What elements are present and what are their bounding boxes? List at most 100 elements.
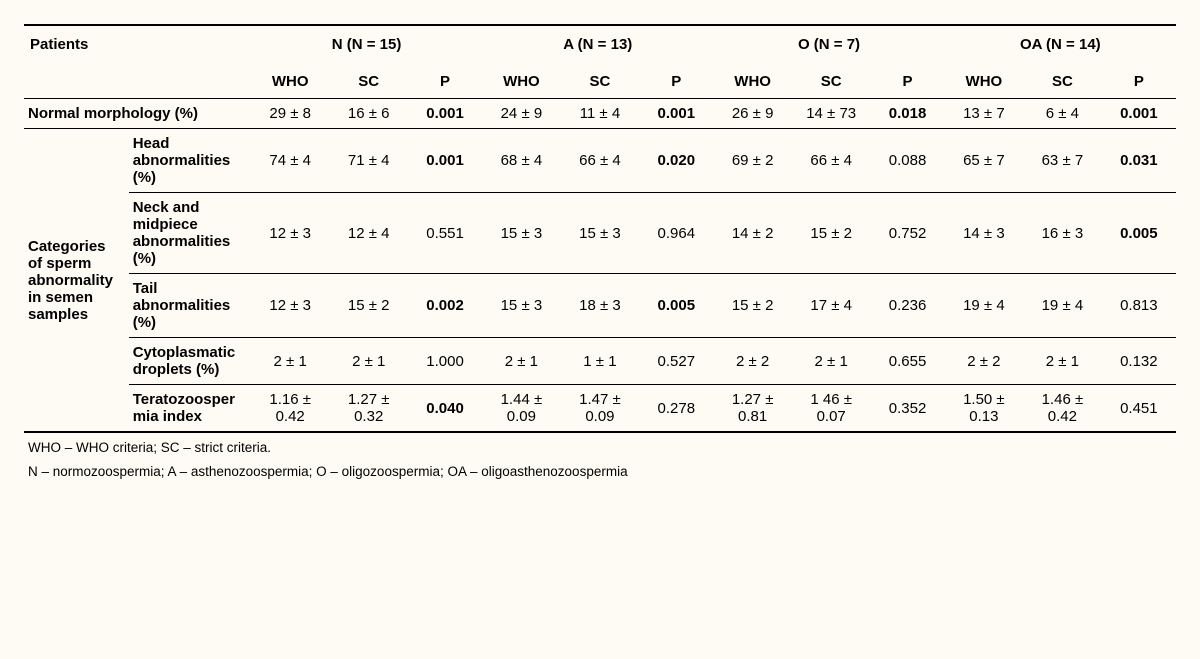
- cell: 0.752: [870, 193, 944, 274]
- cell: 0.132: [1102, 338, 1176, 385]
- cell: 19 ± 4: [1023, 274, 1102, 338]
- cell: 15 ± 3: [482, 193, 561, 274]
- col-OA-sc: SC: [1023, 67, 1102, 99]
- cell: 66 ± 4: [792, 129, 871, 193]
- cell: 0.527: [639, 338, 713, 385]
- cell: 0.020: [639, 129, 713, 193]
- cell: 16 ± 6: [329, 99, 408, 129]
- cell: 18 ± 3: [561, 274, 640, 338]
- cell: 74 ± 4: [251, 129, 330, 193]
- table-container: Patients N (N = 15) A (N = 13) O (N = 7)…: [24, 24, 1176, 481]
- cell: 65 ± 7: [945, 129, 1024, 193]
- cell: 19 ± 4: [945, 274, 1024, 338]
- col-O-who: WHO: [713, 67, 792, 99]
- cell: 12 ± 4: [329, 193, 408, 274]
- cell: 0.551: [408, 193, 482, 274]
- row-cyto-label: Cytoplasmatic droplets (%): [129, 338, 251, 385]
- cell: 13 ± 7: [945, 99, 1024, 129]
- group-O: O (N = 7): [713, 25, 944, 67]
- cell: 15 ± 2: [713, 274, 792, 338]
- cell: 6 ± 4: [1023, 99, 1102, 129]
- cell: 14 ± 2: [713, 193, 792, 274]
- row-terato-label: Teratozoospermia index: [129, 385, 251, 433]
- cell: 15 ± 3: [482, 274, 561, 338]
- footnote-2: N – normozoospermia; A – asthenozoosperm…: [24, 457, 1176, 481]
- cell: 15 ± 3: [561, 193, 640, 274]
- cell: 11 ± 4: [561, 99, 640, 129]
- row-normal-label: Normal morphology (%): [24, 99, 251, 129]
- cell: 1.46 ± 0.42: [1023, 385, 1102, 433]
- group-A: A (N = 13): [482, 25, 713, 67]
- cell: 12 ± 3: [251, 274, 330, 338]
- row-terato: Teratozoospermia index 1.16 ± 0.42 1.27 …: [24, 385, 1176, 433]
- cell: 1.44 ± 0.09: [482, 385, 561, 433]
- cell: 15 ± 2: [792, 193, 871, 274]
- cell: 29 ± 8: [251, 99, 330, 129]
- cell: 17 ± 4: [792, 274, 871, 338]
- row-head-label: Head abnormalities (%): [129, 129, 251, 193]
- cell: 0.018: [870, 99, 944, 129]
- col-A-who: WHO: [482, 67, 561, 99]
- group-OA: OA (N = 14): [945, 25, 1176, 67]
- cell: 1.27 ± 0.81: [713, 385, 792, 433]
- cell: 24 ± 9: [482, 99, 561, 129]
- cell: 2 ± 2: [713, 338, 792, 385]
- cell: 0.001: [1102, 99, 1176, 129]
- cell: 0.236: [870, 274, 944, 338]
- cell: 1.000: [408, 338, 482, 385]
- cell: 0.001: [408, 129, 482, 193]
- cell: 0.005: [1102, 193, 1176, 274]
- cell: 71 ± 4: [329, 129, 408, 193]
- cell: 16 ± 3: [1023, 193, 1102, 274]
- cell: 0.655: [870, 338, 944, 385]
- cell: 0.031: [1102, 129, 1176, 193]
- header-row-groups: Patients N (N = 15) A (N = 13) O (N = 7)…: [24, 25, 1176, 67]
- cell: 14 ± 73: [792, 99, 871, 129]
- cell: 0.001: [408, 99, 482, 129]
- cell: 14 ± 3: [945, 193, 1024, 274]
- row-cyto: Cytoplasmatic droplets (%) 2 ± 1 2 ± 1 1…: [24, 338, 1176, 385]
- cell: 0.088: [870, 129, 944, 193]
- row-neck: Neck and midpiece abnormalities (%) 12 ±…: [24, 193, 1176, 274]
- cell: 2 ± 1: [251, 338, 330, 385]
- cell: 0.813: [1102, 274, 1176, 338]
- cell: 2 ± 1: [329, 338, 408, 385]
- data-table: Patients N (N = 15) A (N = 13) O (N = 7)…: [24, 24, 1176, 433]
- cell: 1.16 ± 0.42: [251, 385, 330, 433]
- row-tail-label: Tail abnormalities (%): [129, 274, 251, 338]
- cell: 68 ± 4: [482, 129, 561, 193]
- cell: 0.005: [639, 274, 713, 338]
- header-row-sub: WHO SC P WHO SC P WHO SC P WHO SC P: [24, 67, 1176, 99]
- cell: 0.002: [408, 274, 482, 338]
- row-neck-label: Neck and midpiece abnormalities (%): [129, 193, 251, 274]
- col-O-sc: SC: [792, 67, 871, 99]
- group-N: N (N = 15): [251, 25, 482, 67]
- col-OA-who: WHO: [945, 67, 1024, 99]
- cell: 0.964: [639, 193, 713, 274]
- col-N-p: P: [408, 67, 482, 99]
- cell: 0.278: [639, 385, 713, 433]
- cell: 1.47 ± 0.09: [561, 385, 640, 433]
- cell: 2 ± 2: [945, 338, 1024, 385]
- col-A-sc: SC: [561, 67, 640, 99]
- col-A-p: P: [639, 67, 713, 99]
- row-head: Categories of sperm abnormality in semen…: [24, 129, 1176, 193]
- cell: 1.50 ± 0.13: [945, 385, 1024, 433]
- cell: 0.352: [870, 385, 944, 433]
- cell: 0.040: [408, 385, 482, 433]
- patients-heading: Patients: [24, 25, 251, 67]
- cell: 2 ± 1: [792, 338, 871, 385]
- categories-label: Categories of sperm abnormality in semen…: [24, 129, 129, 433]
- cell: 1.27 ± 0.32: [329, 385, 408, 433]
- row-tail: Tail abnormalities (%) 12 ± 3 15 ± 2 0.0…: [24, 274, 1176, 338]
- col-N-sc: SC: [329, 67, 408, 99]
- cell: 69 ± 2: [713, 129, 792, 193]
- cell: 1 46 ± 0.07: [792, 385, 871, 433]
- footnote-1: WHO – WHO criteria; SC – strict criteria…: [24, 433, 1176, 457]
- cell: 63 ± 7: [1023, 129, 1102, 193]
- cell: 15 ± 2: [329, 274, 408, 338]
- row-normal: Normal morphology (%) 29 ± 8 16 ± 6 0.00…: [24, 99, 1176, 129]
- cell: 1 ± 1: [561, 338, 640, 385]
- col-N-who: WHO: [251, 67, 330, 99]
- cell: 0.001: [639, 99, 713, 129]
